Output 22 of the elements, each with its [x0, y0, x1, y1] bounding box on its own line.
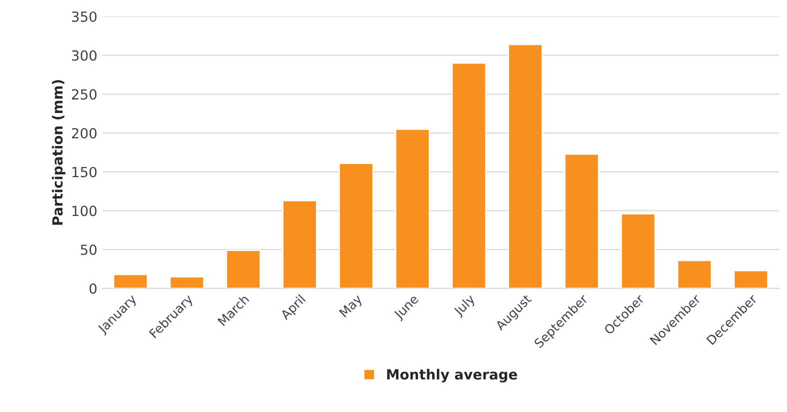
bar: [564, 153, 600, 288]
y-tick-label: 0: [90, 283, 97, 294]
y-tick-label: 200: [72, 128, 97, 138]
y-tick-label: 50: [80, 244, 97, 256]
y-tick-label: 350: [72, 11, 97, 22]
bar: [112, 274, 148, 288]
bar: [733, 270, 769, 288]
y-axis-title: Participation (mm): [52, 80, 66, 225]
bar: [508, 44, 543, 288]
y-tick-label: 250: [72, 89, 97, 100]
bar: [394, 128, 430, 288]
y-tick-label: 300: [72, 50, 97, 61]
y-tick-label: 100: [72, 206, 97, 216]
legend-label: Monthly average: [387, 368, 518, 382]
bar: [226, 250, 261, 288]
bar: [451, 62, 487, 288]
bar: [620, 213, 656, 288]
bar: [676, 260, 712, 288]
bar: [338, 162, 374, 288]
y-tick-label: 150: [72, 166, 97, 178]
bar: [169, 276, 205, 288]
bar: [282, 200, 318, 288]
